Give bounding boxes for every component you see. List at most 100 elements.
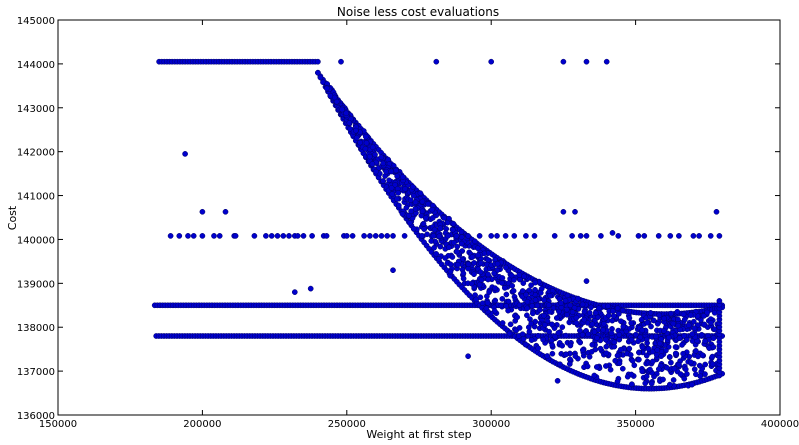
data-point (522, 341, 529, 348)
data-point (603, 343, 610, 350)
axis-ticks: 150000 200000 250000 300000 350000 400000 1360… (17, 16, 799, 430)
data-point (701, 313, 707, 319)
data-point (697, 373, 704, 380)
data-point (549, 321, 555, 328)
data-point (399, 210, 406, 217)
data-point (433, 251, 440, 257)
data-point (465, 233, 471, 239)
data-point (563, 351, 569, 358)
data-point (372, 233, 379, 239)
data-point (521, 273, 527, 280)
data-point (589, 341, 596, 348)
data-point (549, 342, 556, 348)
data-point (412, 205, 419, 212)
data-point (419, 233, 425, 239)
data-point (425, 201, 431, 207)
data-point (280, 233, 287, 239)
data-point (644, 319, 651, 326)
data-point (363, 140, 370, 146)
data-point (339, 106, 345, 113)
data-point (614, 352, 621, 359)
data-point (422, 215, 429, 221)
y-tick-label: 138000 (17, 323, 55, 334)
data-point (317, 74, 324, 81)
data-point (615, 233, 622, 239)
data-point (380, 160, 386, 167)
data-point (395, 202, 402, 209)
data-point (485, 276, 491, 283)
data-point (616, 310, 622, 317)
data-point (471, 271, 477, 278)
data-point (516, 325, 523, 331)
data-point (508, 272, 515, 279)
data-point (402, 186, 408, 192)
data-point (499, 280, 505, 286)
data-point (677, 371, 684, 377)
data-point (388, 168, 395, 175)
data-point (357, 139, 363, 146)
y-tick-label: 141000 (17, 192, 55, 203)
data-point (182, 151, 188, 157)
data-point (603, 363, 609, 369)
data-point (372, 151, 378, 158)
data-point (410, 192, 417, 199)
data-point (656, 312, 663, 319)
data-point (577, 233, 584, 239)
data-point (560, 58, 567, 65)
data-point (626, 315, 633, 321)
data-point (460, 275, 467, 282)
data-point (572, 208, 578, 215)
data-point (702, 361, 709, 368)
data-point (709, 361, 716, 368)
data-point (569, 233, 575, 239)
data-point (494, 260, 501, 267)
data-point (488, 233, 495, 239)
data-point (437, 225, 444, 232)
data-point (367, 233, 373, 239)
data-point (451, 239, 457, 246)
data-point (601, 320, 607, 327)
data-point (514, 314, 521, 321)
data-point (407, 197, 414, 204)
data-point (474, 245, 481, 252)
data-point (417, 190, 424, 197)
data-point (586, 309, 593, 316)
data-point (524, 305, 530, 312)
data-point (501, 285, 508, 291)
data-point (670, 377, 677, 383)
data-point (492, 297, 499, 304)
data-point (581, 308, 588, 315)
y-tick-label: 139000 (17, 279, 55, 290)
data-point (572, 353, 579, 359)
data-point (506, 330, 513, 337)
data-point (603, 58, 610, 65)
y-tick-label: 144000 (17, 60, 55, 71)
data-point (419, 208, 426, 215)
data-point (643, 352, 650, 359)
data-point (472, 238, 478, 245)
data-point (581, 316, 588, 323)
data-point (498, 302, 505, 309)
data-point (477, 269, 484, 276)
data-point (486, 289, 492, 295)
data-point (343, 110, 350, 117)
data-point (588, 348, 595, 355)
data-point (528, 282, 534, 289)
data-point (638, 316, 645, 323)
data-point (647, 366, 653, 373)
data-point (704, 309, 711, 316)
data-point (600, 327, 606, 333)
data-point (564, 311, 570, 318)
data-point (476, 233, 483, 239)
data-point (563, 306, 570, 313)
data-point (687, 312, 694, 319)
data-point (446, 244, 452, 251)
data-point (323, 85, 330, 92)
data-point (649, 358, 656, 365)
data-point (680, 350, 686, 357)
data-point (450, 220, 457, 227)
data-point (557, 361, 563, 368)
data-point (388, 185, 395, 191)
data-point (541, 297, 548, 303)
data-point (713, 208, 720, 215)
